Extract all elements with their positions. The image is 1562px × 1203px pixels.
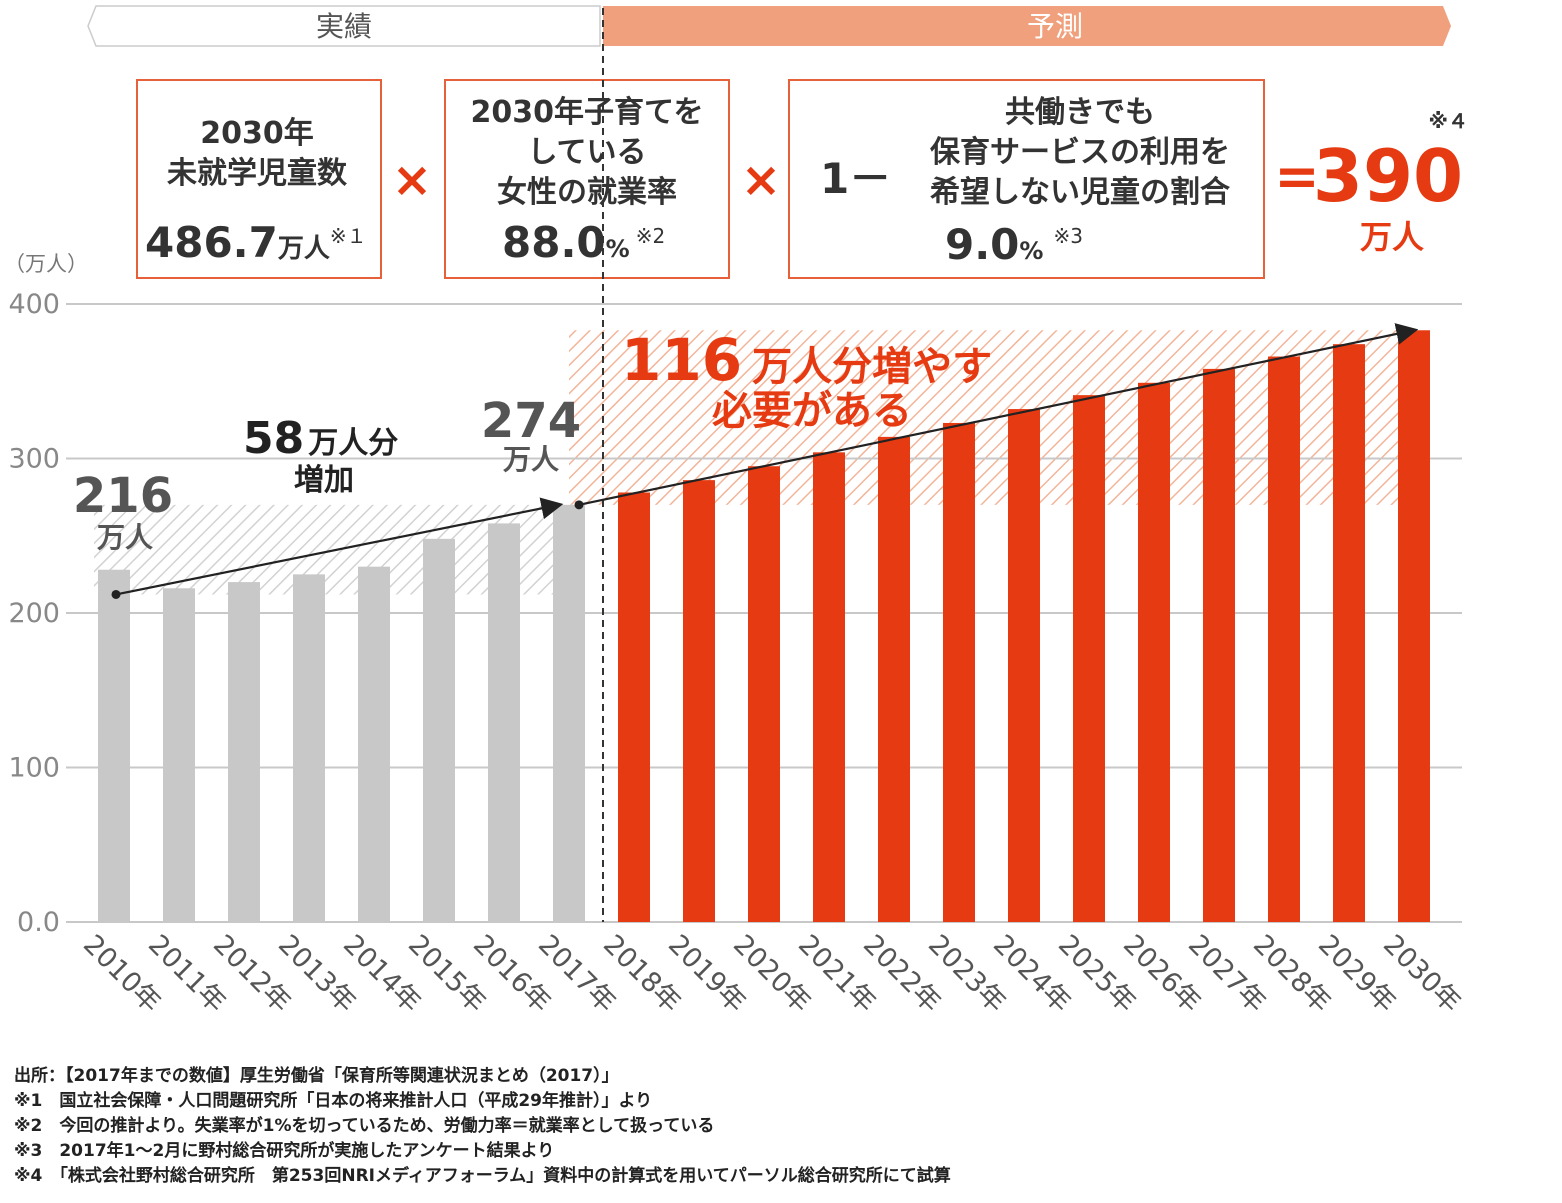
bar-forecast bbox=[618, 492, 650, 922]
box1-value: 486.7 bbox=[145, 218, 278, 267]
box3-value: 9.0 bbox=[945, 220, 1019, 269]
times-1: × bbox=[392, 152, 432, 208]
bar-actual bbox=[293, 574, 325, 922]
bar-forecast bbox=[1138, 382, 1170, 922]
bar-forecast bbox=[748, 466, 780, 922]
bar-actual bbox=[358, 566, 390, 922]
note-3: ※3 2017年1～2月に野村総合研究所が実施したアンケート結果より bbox=[14, 1141, 555, 1161]
y-tick-label: 0.0 bbox=[17, 907, 60, 938]
mid-unit: 万人 bbox=[503, 443, 559, 476]
actual-banner bbox=[87, 5, 601, 47]
box3-line3: 希望しない児童の割合 bbox=[930, 175, 1230, 210]
formula-box-no-service bbox=[788, 79, 1265, 279]
formula-box-employment bbox=[444, 79, 730, 279]
bar-actual bbox=[423, 538, 455, 922]
note-2: ※2 今回の推計より。失業率が1%を切っているため、労働力率＝就業率として扱って… bbox=[14, 1116, 715, 1136]
y-tick-label: 100 bbox=[8, 753, 60, 784]
increase-actual-line2: 増加 bbox=[294, 463, 354, 498]
box1-unit: 万人 bbox=[278, 234, 330, 264]
bar-forecast bbox=[1268, 356, 1300, 922]
increase-forecast-value: 116 bbox=[621, 326, 742, 394]
box1-line2: 未就学児童数 bbox=[167, 156, 348, 191]
note-4: ※4 「株式会社野村総合研究所 第253回NRIメディアフォーラム」資料中の計算… bbox=[14, 1166, 951, 1186]
bar-forecast bbox=[1073, 395, 1105, 922]
start-unit: 万人 bbox=[97, 521, 153, 554]
box2-line2: している bbox=[527, 135, 646, 170]
box2-unit: % bbox=[606, 235, 630, 263]
box3-line1: 共働きでも bbox=[1005, 95, 1155, 130]
box3-note: ※3 bbox=[1053, 224, 1082, 248]
box2-line3: 女性の就業率 bbox=[497, 175, 677, 210]
times-2: × bbox=[741, 152, 781, 208]
y-tick-label: 300 bbox=[8, 444, 60, 475]
result-unit: 万人 bbox=[1360, 218, 1424, 256]
y-tick-label: 400 bbox=[8, 289, 60, 320]
chart: 実績 予測 2030年 未就学児童数 486.7万人※１ × 2030年子育てを… bbox=[4, 5, 1468, 1019]
formula-box-children bbox=[136, 79, 382, 279]
box1-note: ※１ bbox=[330, 224, 367, 248]
box3-prefix: 1－ bbox=[820, 154, 891, 203]
bar-forecast bbox=[683, 480, 715, 922]
result-note: ※４ bbox=[1429, 109, 1468, 133]
box1-value-line: 486.7万人※１ bbox=[145, 218, 367, 267]
bar-forecast bbox=[943, 422, 975, 922]
box3-value-line: 9.0% ※3 bbox=[945, 220, 1083, 269]
note-source: 出所：【2017年までの数値】厚生労働省「保育所等関連状況まとめ（2017）」 bbox=[14, 1066, 619, 1086]
bar-forecast bbox=[878, 436, 910, 922]
actual-banner-label: 実績 bbox=[316, 10, 372, 43]
bar-actual bbox=[553, 504, 585, 922]
bar-forecast bbox=[813, 452, 845, 922]
bar-forecast bbox=[1203, 368, 1235, 922]
box2-note: ※2 bbox=[636, 224, 665, 248]
result-equals: = bbox=[1274, 145, 1319, 208]
box2-line1: 2030年子育てを bbox=[471, 95, 704, 130]
source-notes: 出所：【2017年までの数値】厚生労働省「保育所等関連状況まとめ（2017）」 … bbox=[14, 1064, 951, 1189]
bar-forecast bbox=[1008, 409, 1040, 922]
y-tick-label: 200 bbox=[8, 598, 60, 629]
bar-actual bbox=[228, 582, 260, 922]
box1-line1: 2030年 bbox=[200, 116, 314, 151]
bar-actual bbox=[98, 569, 130, 922]
trend-arrow bbox=[115, 497, 564, 596]
increase-forecast-line2: 必要がある bbox=[712, 388, 912, 434]
box3-line2: 保育サービスの利用を bbox=[930, 135, 1230, 170]
bar-actual bbox=[163, 588, 195, 922]
increase-actual-value: 58 bbox=[243, 413, 304, 464]
bar-forecast bbox=[1333, 344, 1365, 922]
box3-unit: % bbox=[1019, 237, 1043, 265]
increase-forecast-text: 万人分増やす bbox=[752, 344, 992, 390]
mid-value: 274 bbox=[481, 393, 581, 449]
x-tick-labels: 2010年2011年2012年2013年2014年2015年2016年2017年… bbox=[77, 929, 1467, 1019]
box2-value-line: 88.0% ※2 bbox=[502, 218, 665, 267]
increase-forecast-line1: 116 万人分増やす bbox=[621, 326, 992, 394]
increase-actual-text: 万人分 bbox=[308, 426, 398, 461]
bar-actual bbox=[488, 523, 520, 922]
y-tick-labels: 0.0 100 200 300 400 bbox=[8, 289, 60, 938]
box2-value: 88.0 bbox=[502, 218, 606, 267]
forecast-banner-label: 予測 bbox=[1027, 10, 1083, 43]
result-value: 390 bbox=[1313, 134, 1463, 218]
trend-start-dot bbox=[111, 589, 121, 599]
trend-arrows bbox=[111, 323, 1419, 599]
start-value: 216 bbox=[73, 468, 173, 524]
trend-arrow bbox=[578, 323, 1419, 506]
bars bbox=[98, 330, 1430, 922]
y-axis-unit-label: （万人） bbox=[4, 252, 88, 276]
forecast-banner bbox=[603, 6, 1451, 46]
note-1: ※1 国立社会保障・人口問題研究所「日本の将来推計人口（平成29年推計）」より bbox=[14, 1091, 653, 1111]
increase-actual-line1: 58 万人分 bbox=[243, 413, 398, 464]
trend-start-dot bbox=[574, 500, 584, 510]
bar-forecast bbox=[1398, 330, 1430, 922]
